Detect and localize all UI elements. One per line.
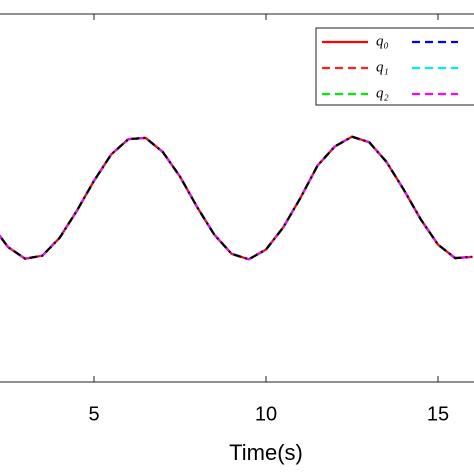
- series-line: [0, 135, 473, 261]
- series-line: [0, 135, 473, 261]
- legend-label: q₁: [376, 59, 389, 75]
- series-line: [0, 135, 473, 261]
- series-line: [0, 135, 473, 261]
- legend-box: [315, 27, 474, 106]
- series-line: [0, 135, 473, 261]
- series-line: [0, 135, 473, 261]
- x-axis-label: Time(s): [229, 440, 303, 465]
- x-tick-label: 5: [88, 403, 99, 425]
- legend-label: q₀: [376, 33, 389, 49]
- x-tick-label: 10: [255, 403, 277, 425]
- legend-label: q₂: [376, 85, 389, 101]
- series-line: [0, 135, 473, 261]
- x-tick-label: 15: [427, 403, 449, 425]
